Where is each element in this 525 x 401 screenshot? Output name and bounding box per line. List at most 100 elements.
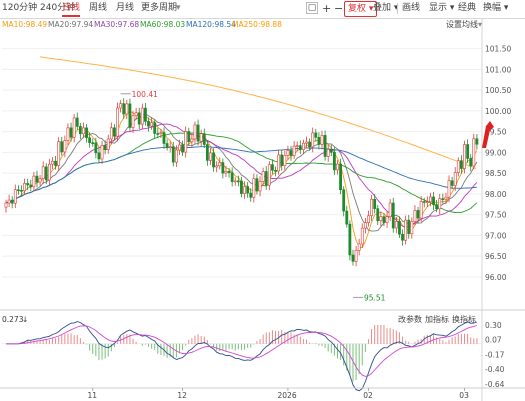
- tab-weekly[interactable]: 周线: [89, 3, 108, 13]
- price-tick-label: 101.00: [485, 65, 511, 74]
- ma-line: [5, 123, 478, 228]
- candle-down: [128, 103, 132, 128]
- candle-up: [159, 132, 163, 134]
- candle-down: [162, 132, 166, 144]
- chevron-down-icon[interactable]: ▾: [176, 3, 181, 13]
- dea-line: [6, 325, 478, 377]
- switch-width-label: 换幅: [483, 3, 502, 13]
- price-markers: 100.41 95.51: [120, 90, 494, 302]
- candle-up: [320, 135, 324, 145]
- candle-down: [255, 178, 259, 192]
- candle-down: [165, 143, 169, 148]
- candle-down: [398, 221, 401, 235]
- indicator-button: 改参数: [398, 314, 422, 324]
- candle-up: [295, 145, 299, 147]
- candle-up: [100, 145, 104, 160]
- candle-up: [286, 150, 290, 156]
- indicator-button: 换指标: [452, 314, 476, 324]
- candle-up: [363, 222, 367, 229]
- candle-up: [38, 178, 42, 183]
- candle-up: [292, 145, 296, 156]
- tab-daily[interactable]: 日线: [62, 2, 81, 17]
- indicator-tick-label: -0.64: [485, 380, 505, 389]
- candle-up: [41, 166, 45, 179]
- candle-up: [66, 127, 70, 141]
- candle-up: [379, 216, 383, 221]
- ma-legend-item: MA10:98.49: [2, 20, 47, 29]
- indicator-value: 0.273: [2, 315, 24, 324]
- candle-up: [261, 171, 265, 182]
- candle-up: [168, 146, 172, 148]
- candle-down: [422, 201, 426, 203]
- candle-down: [196, 124, 200, 142]
- candle-up: [326, 149, 330, 157]
- candle-up: [385, 216, 389, 223]
- candle-down: [122, 103, 126, 115]
- candle-down: [187, 131, 191, 143]
- ma-settings-label: 设置均线: [446, 19, 478, 29]
- dif-line: [6, 321, 478, 392]
- zoom-in-icon[interactable]: +: [322, 2, 332, 15]
- price-tick-label: 99.50: [485, 128, 507, 137]
- candle-down: [156, 133, 160, 135]
- price-tick-label: 100.50: [485, 86, 511, 95]
- candle-down: [246, 186, 250, 194]
- candle-down: [113, 127, 116, 137]
- restore-rights-button[interactable]: 复权 ▾: [344, 1, 378, 17]
- candle-down: [205, 144, 209, 161]
- price-tick-label: 98.00: [485, 190, 507, 199]
- red-arrow-icon: [482, 121, 494, 148]
- indicator-tick-label: 0.30: [485, 321, 502, 330]
- candle-up: [13, 189, 17, 204]
- candle-down: [60, 141, 64, 153]
- candle-up: [447, 180, 451, 198]
- draw-line-button[interactable]: 画线: [402, 3, 421, 13]
- candle-up: [444, 196, 448, 200]
- price-tick-label: 99.00: [485, 148, 507, 157]
- candle-up: [109, 127, 113, 140]
- candle-down: [450, 180, 454, 186]
- period-combo[interactable]: 120分钟 240分钟: [2, 3, 76, 13]
- fullscreen-icon[interactable]: ▢: [306, 2, 318, 14]
- candle-up: [258, 181, 262, 192]
- candle-down: [460, 160, 463, 169]
- candle-down: [469, 158, 473, 167]
- overlay-button[interactable]: 叠加 ▾: [373, 2, 398, 15]
- candle-up: [277, 154, 281, 172]
- chart-canvas[interactable]: MA10:98.49 MA20:97.94 MA30:97.68 MA60:98.03…: [0, 18, 525, 401]
- candle-down: [29, 184, 33, 188]
- candle-down: [91, 142, 95, 145]
- candle-down: [376, 208, 380, 221]
- classic-button[interactable]: 经典: [458, 3, 477, 13]
- tab-monthly[interactable]: 月线: [116, 3, 135, 13]
- candle-down: [54, 160, 57, 166]
- candle-down: [153, 122, 157, 134]
- candle-up: [7, 199, 11, 204]
- display-button[interactable]: 显示 ▾: [429, 2, 454, 15]
- toolbar-divider: [397, 3, 398, 14]
- candle-up: [72, 117, 76, 138]
- candle-up: [413, 210, 417, 222]
- x-tick-label: 02: [363, 391, 373, 400]
- candle-down: [329, 149, 333, 153]
- candle-up: [354, 249, 358, 262]
- candle-down: [16, 189, 20, 192]
- candle-down: [181, 144, 184, 153]
- candle-up: [267, 164, 271, 186]
- candle-down: [475, 138, 479, 145]
- candle-up: [150, 122, 154, 127]
- indicator-tick-label: 0.07: [485, 335, 502, 344]
- candle-up: [419, 201, 423, 219]
- candle-down: [144, 107, 147, 122]
- tab-more-periods[interactable]: 更多周期: [141, 3, 178, 13]
- candle-down: [171, 146, 175, 163]
- zoom-out-icon[interactable]: −: [334, 2, 344, 15]
- candle-down: [26, 183, 30, 186]
- indicator-tick-label: -0.40: [485, 365, 505, 374]
- ma-legend-item: MA20:97.94: [48, 20, 93, 29]
- switch-width-button[interactable]: 换幅 ▾: [483, 2, 508, 15]
- candle-up: [47, 163, 51, 181]
- candle-up: [184, 131, 188, 153]
- candle-up: [51, 160, 54, 165]
- candle-down: [75, 117, 79, 127]
